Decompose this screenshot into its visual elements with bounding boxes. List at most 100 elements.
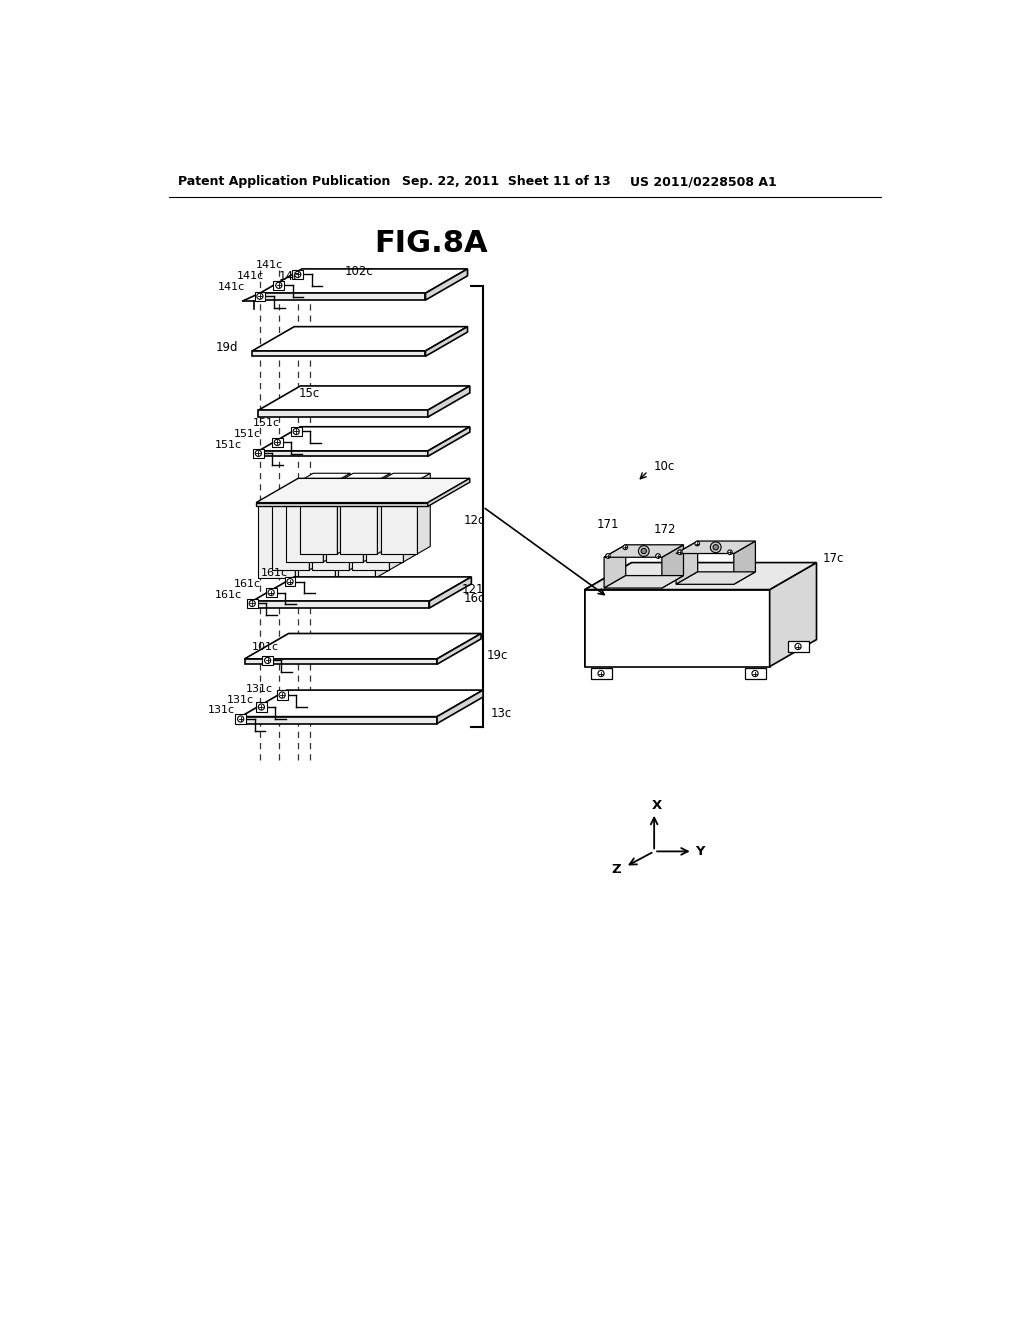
Circle shape [713,545,719,550]
Circle shape [279,692,286,698]
Circle shape [752,671,758,677]
Text: 13c: 13c [490,708,512,721]
Polygon shape [252,351,425,356]
Polygon shape [734,541,756,585]
Polygon shape [428,426,470,457]
Polygon shape [585,562,816,590]
Polygon shape [285,577,296,586]
Polygon shape [241,690,483,717]
Text: 102c: 102c [345,265,374,279]
Polygon shape [378,474,390,554]
Polygon shape [273,281,285,290]
Text: 131c: 131c [208,705,234,715]
Polygon shape [389,490,402,570]
Polygon shape [298,506,336,578]
Polygon shape [429,577,471,609]
Polygon shape [367,482,417,488]
Polygon shape [428,385,470,417]
Polygon shape [376,498,388,578]
Polygon shape [591,668,611,678]
Circle shape [255,450,261,457]
Polygon shape [676,541,697,585]
Polygon shape [252,577,471,601]
Polygon shape [604,545,626,589]
Text: 131c: 131c [226,694,254,705]
Circle shape [728,550,732,554]
Polygon shape [300,474,350,480]
Polygon shape [403,482,417,562]
Polygon shape [676,572,756,585]
Circle shape [678,550,682,554]
Polygon shape [437,634,481,664]
Polygon shape [300,480,337,554]
Text: 161c: 161c [261,568,288,578]
Polygon shape [418,474,430,554]
Text: 14c: 14c [280,269,301,282]
Polygon shape [327,488,364,562]
Polygon shape [745,668,766,678]
Polygon shape [252,326,468,351]
Text: 141c: 141c [217,282,245,292]
Polygon shape [245,659,437,664]
Circle shape [275,282,282,288]
Polygon shape [340,480,378,554]
Polygon shape [349,490,362,570]
Polygon shape [585,590,770,667]
Polygon shape [262,656,273,665]
Polygon shape [425,326,468,356]
Polygon shape [337,474,350,554]
Polygon shape [312,496,349,570]
Polygon shape [367,488,403,562]
Circle shape [623,545,628,549]
Polygon shape [585,562,632,667]
Circle shape [638,545,649,557]
Polygon shape [298,498,348,506]
Circle shape [598,671,604,677]
Circle shape [249,601,255,607]
Polygon shape [340,474,390,480]
Polygon shape [256,702,267,711]
Polygon shape [287,488,324,562]
Polygon shape [247,599,258,609]
Polygon shape [604,545,683,557]
Polygon shape [381,480,418,554]
Polygon shape [309,490,323,570]
Circle shape [274,440,281,445]
Circle shape [641,548,646,553]
Text: 131c: 131c [246,684,272,694]
Polygon shape [604,576,683,589]
Text: 121: 121 [462,583,484,597]
Circle shape [268,590,274,595]
Polygon shape [245,634,481,659]
Text: 12c: 12c [464,513,485,527]
Polygon shape [770,562,816,667]
Circle shape [264,657,270,664]
Polygon shape [788,642,809,652]
Text: 151c: 151c [215,440,243,450]
Text: X: X [652,799,663,812]
Text: 161c: 161c [215,590,243,601]
Polygon shape [241,717,437,723]
Text: 151c: 151c [234,429,261,440]
Text: Patent Application Publication: Patent Application Publication [178,176,391,187]
Text: FIG.8A: FIG.8A [374,228,487,257]
Polygon shape [272,438,283,447]
Circle shape [695,541,699,546]
Circle shape [238,715,244,722]
Polygon shape [252,601,429,609]
Polygon shape [236,714,246,723]
Polygon shape [255,292,265,301]
Polygon shape [381,474,430,480]
Polygon shape [312,490,362,496]
Polygon shape [258,506,295,578]
Polygon shape [336,498,348,578]
Polygon shape [339,506,376,578]
Text: Z: Z [611,863,621,876]
Polygon shape [291,426,302,436]
Polygon shape [258,498,308,506]
Polygon shape [428,478,470,507]
Text: 17c: 17c [822,552,844,565]
Text: Y: Y [695,845,706,858]
Polygon shape [272,496,309,570]
Polygon shape [256,503,428,507]
